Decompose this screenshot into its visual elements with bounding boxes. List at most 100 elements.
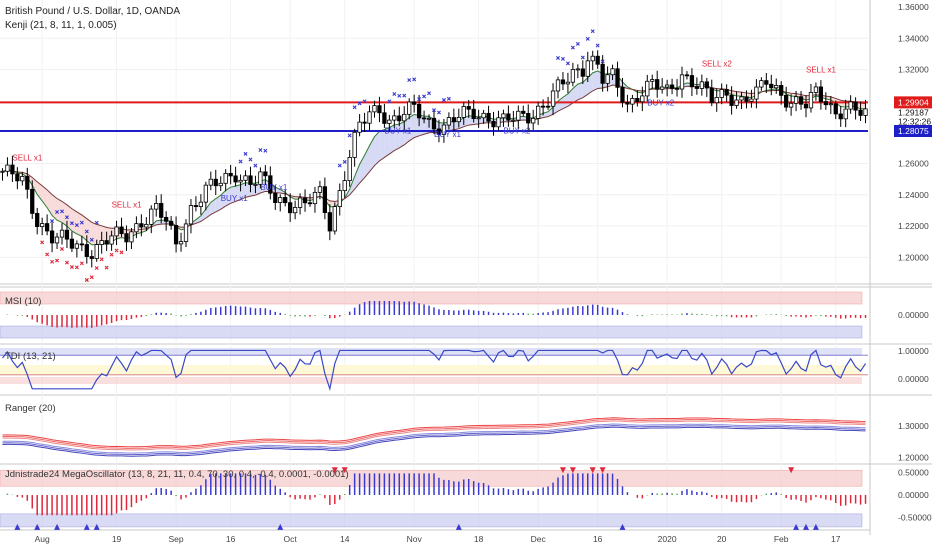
candle-body <box>858 109 863 116</box>
candle-body <box>734 99 739 106</box>
candle-body <box>372 105 377 113</box>
time-axis-label: 14 <box>340 534 350 544</box>
signal-cross-stroke <box>402 93 407 98</box>
signal-cross-stroke <box>94 266 99 271</box>
signal-cross <box>556 55 560 60</box>
signal-cross <box>436 110 441 115</box>
candle-body <box>699 81 704 89</box>
signal-cross <box>595 43 600 48</box>
candle <box>392 109 397 129</box>
candle <box>664 79 670 97</box>
time-axis-label: Nov <box>407 534 423 544</box>
chart-title: British Pound / U.S. Dollar, 1D, OANDA <box>5 6 181 17</box>
signal-label: BUY x1 <box>260 183 288 192</box>
candle-body <box>595 55 600 65</box>
ranger-tick: 1.30000 <box>898 421 929 431</box>
candle <box>243 170 248 187</box>
candle-body <box>362 121 367 124</box>
candle-body <box>808 92 814 109</box>
candle-body <box>312 191 318 205</box>
candle <box>858 101 863 121</box>
signal-cross <box>74 265 79 270</box>
signal-cross <box>441 98 446 103</box>
candle-body <box>669 84 675 89</box>
candle <box>69 231 75 253</box>
candle-body <box>426 117 432 120</box>
signal-cross-stroke <box>64 215 69 220</box>
candle <box>734 91 739 109</box>
candle-body <box>387 119 392 124</box>
candle-body <box>149 208 154 225</box>
candle-body <box>724 89 729 96</box>
tdi-tick: 0.00000 <box>898 374 929 384</box>
candle-body <box>531 118 536 124</box>
signal-cross-stroke <box>94 220 99 225</box>
candle <box>545 96 551 110</box>
signal-cross-stroke <box>50 219 55 224</box>
signal-cross-stroke <box>89 275 94 280</box>
candle-body <box>655 79 660 90</box>
candle <box>536 101 541 125</box>
candle <box>149 205 154 234</box>
tdi-panel-label: TDI (13, 21) <box>5 351 56 362</box>
candle <box>863 99 868 124</box>
candle <box>754 79 759 109</box>
candle <box>739 92 744 110</box>
mega-tick: 0.00000 <box>898 490 929 500</box>
candle-body <box>848 101 853 110</box>
candle-body <box>521 110 526 114</box>
candle <box>342 171 347 198</box>
signal-cross <box>89 275 94 280</box>
ema-cloud-segment <box>62 201 67 227</box>
signal-cross <box>575 41 580 46</box>
ema-cloud-segment <box>379 129 385 161</box>
candle-body <box>516 110 521 121</box>
candle <box>248 166 253 193</box>
candle-body <box>451 117 456 123</box>
candle <box>168 216 174 230</box>
signal-cross-stroke <box>60 246 64 251</box>
candle <box>436 119 442 143</box>
candle-body <box>471 108 476 119</box>
candle <box>337 183 342 216</box>
ema-cloud-segment <box>205 202 211 219</box>
candle <box>258 167 263 189</box>
candle-body <box>863 108 868 116</box>
candle <box>630 94 635 113</box>
candle <box>332 202 337 235</box>
mega-signal-arrow <box>788 467 795 474</box>
signal-cross-stroke <box>50 259 55 264</box>
ranger-panel-label: Ranger (20) <box>5 403 56 414</box>
signal-cross-stroke <box>253 163 258 168</box>
candle-body <box>283 197 288 204</box>
candle <box>35 207 40 235</box>
signal-cross <box>352 105 357 110</box>
candle-body <box>466 106 471 110</box>
mega-lower-band <box>0 513 863 528</box>
candle <box>560 72 566 91</box>
candle-body <box>159 202 164 218</box>
candle-body <box>94 244 99 259</box>
candle <box>466 99 471 118</box>
signal-cross <box>590 29 595 34</box>
candle-body <box>407 101 412 115</box>
candle-body <box>436 128 442 135</box>
candle-body <box>248 175 253 185</box>
signal-cross-stroke <box>69 265 74 270</box>
ema-cloud-segment <box>463 115 469 127</box>
time-axis-label: Feb <box>774 534 789 544</box>
candle <box>491 111 496 136</box>
candle-body <box>793 96 799 104</box>
ema-cloud-segment <box>860 103 866 109</box>
candle <box>253 175 258 194</box>
signal-cross <box>243 151 248 156</box>
candle-body <box>456 116 461 123</box>
candle <box>79 235 84 251</box>
signal-cross-stroke <box>560 56 565 61</box>
candle <box>838 106 843 127</box>
tdi-lower-band <box>0 377 862 384</box>
candle <box>263 165 268 186</box>
candle <box>377 96 382 123</box>
signal-cross <box>427 91 432 96</box>
